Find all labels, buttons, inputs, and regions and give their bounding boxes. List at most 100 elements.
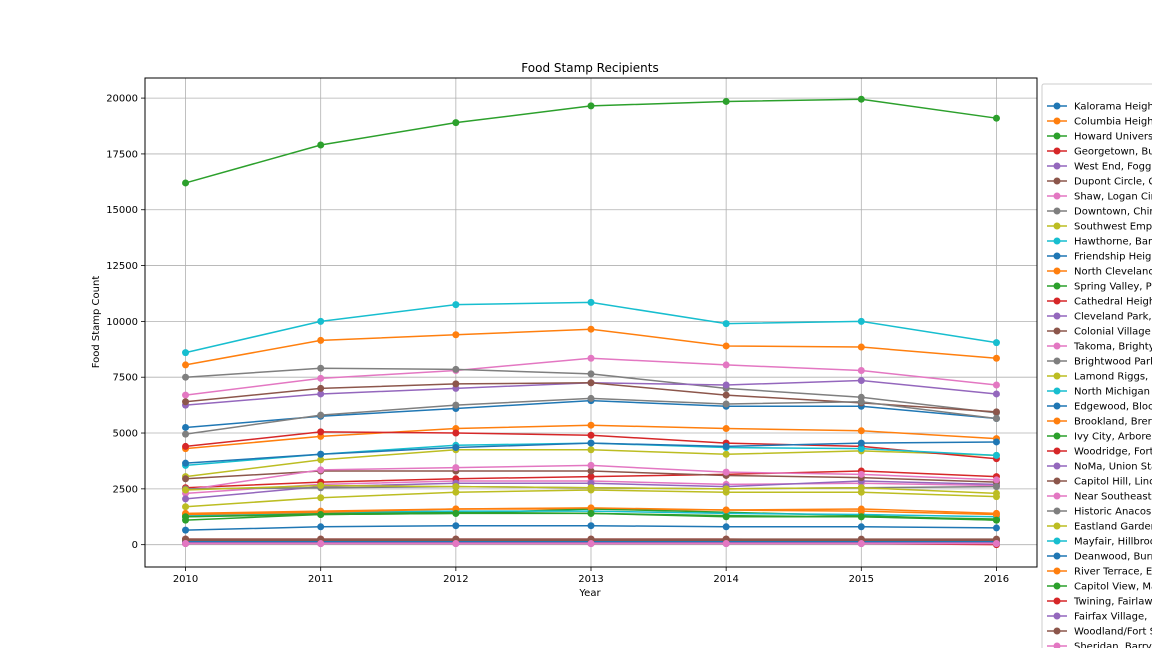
data-point (317, 390, 325, 398)
data-point (857, 377, 865, 385)
legend-marker (1053, 477, 1061, 485)
legend-label: Capitol View, Ma (1074, 582, 1152, 593)
legend-label: Georgetown, Bu (1074, 147, 1152, 158)
data-point (587, 540, 595, 548)
data-point (317, 374, 325, 382)
data-point (857, 507, 865, 515)
legend-marker (1053, 357, 1061, 365)
legend-label: Deanwood, Burr (1074, 552, 1152, 563)
data-point (182, 526, 190, 534)
data-point (587, 461, 595, 469)
y-axis-ticks: 0 2500 5000 7500 10000 12500 15000 17500 20000 (106, 94, 145, 551)
legend-label: West End, Fogg (1074, 162, 1151, 173)
data-point (992, 489, 1000, 497)
legend-marker (1053, 462, 1061, 470)
data-point (722, 513, 730, 521)
data-point (992, 516, 1000, 524)
legend-label: River Terrace, E (1074, 567, 1152, 578)
x-tick-label: 2010 (173, 574, 198, 585)
legend-label: North Michigan (1074, 387, 1150, 398)
data-point (857, 95, 865, 103)
data-point (992, 540, 1000, 548)
legend-marker (1053, 102, 1061, 110)
legend-marker (1053, 327, 1061, 335)
data-point (722, 450, 730, 458)
data-point (722, 342, 730, 350)
data-point (182, 486, 190, 494)
legend-marker (1053, 417, 1061, 425)
legend-marker (1053, 612, 1061, 620)
data-point (587, 379, 595, 387)
legend-label: Eastland Garder (1074, 522, 1152, 533)
data-point (722, 320, 730, 328)
data-point (452, 444, 460, 452)
data-point (722, 468, 730, 476)
legend-marker (1053, 642, 1061, 648)
data-point (182, 430, 190, 438)
y-tick-label: 10000 (106, 317, 138, 328)
data-point (722, 540, 730, 548)
legend-marker (1053, 237, 1061, 245)
data-point (992, 390, 1000, 398)
legend-marker (1053, 132, 1061, 140)
x-axis-ticks: 2010 2011 2012 2013 2014 2015 2016 (173, 567, 1009, 585)
data-point (857, 470, 865, 478)
data-point (452, 540, 460, 548)
data-point (182, 540, 190, 548)
legend-marker (1053, 552, 1061, 560)
x-tick-label: 2016 (984, 574, 1009, 585)
data-point (587, 298, 595, 306)
data-point (182, 423, 190, 431)
legend-label: Dupont Circle, C (1074, 177, 1152, 188)
data-point (587, 484, 595, 492)
legend-label: Edgewood, Bloc (1074, 402, 1152, 413)
x-tick-label: 2012 (443, 574, 468, 585)
y-tick-label: 0 (132, 540, 138, 551)
legend-marker (1053, 387, 1061, 395)
legend-marker (1053, 507, 1061, 515)
y-tick-label: 17500 (106, 149, 138, 160)
data-point (182, 179, 190, 187)
data-point (317, 317, 325, 325)
data-point (452, 522, 460, 530)
legend-frame (1041, 83, 1152, 648)
data-point (587, 522, 595, 530)
legend-marker (1053, 207, 1061, 215)
legend-label: Downtown, Chin (1074, 207, 1152, 218)
legend-label: Takoma, Brighty (1073, 342, 1152, 353)
y-tick-label: 15000 (106, 205, 138, 216)
data-point (317, 540, 325, 548)
data-point (992, 354, 1000, 362)
legend-label: Brookland, Brer (1074, 417, 1152, 428)
legend-marker (1053, 147, 1061, 155)
data-point (992, 483, 1000, 491)
data-point (722, 485, 730, 493)
y-tick-label: 2500 (113, 484, 138, 495)
series-group (182, 95, 1000, 187)
legend-label: Lamond Riggs, (1074, 372, 1148, 383)
data-point (722, 506, 730, 514)
legend-label: North Clevelanc (1074, 267, 1152, 278)
data-point (722, 400, 730, 408)
data-point (452, 380, 460, 388)
legend-marker (1053, 492, 1061, 500)
data-point (317, 466, 325, 474)
data-point (722, 442, 730, 450)
data-point (992, 381, 1000, 389)
data-point (317, 384, 325, 392)
data-point (317, 364, 325, 372)
data-point (182, 373, 190, 381)
data-point (722, 425, 730, 433)
legend-label: Cathedral Heigh (1074, 297, 1152, 308)
data-point (857, 445, 865, 453)
legend: Kalorama Heigh Columbia Heigh Howard Unive… (1041, 83, 1152, 648)
data-point (587, 467, 595, 475)
legend-label: Friendship Heig (1074, 252, 1151, 263)
data-point (317, 336, 325, 344)
data-point (587, 446, 595, 454)
data-point (317, 456, 325, 464)
data-point (857, 540, 865, 548)
data-point (587, 354, 595, 362)
x-tick-label: 2014 (713, 574, 738, 585)
